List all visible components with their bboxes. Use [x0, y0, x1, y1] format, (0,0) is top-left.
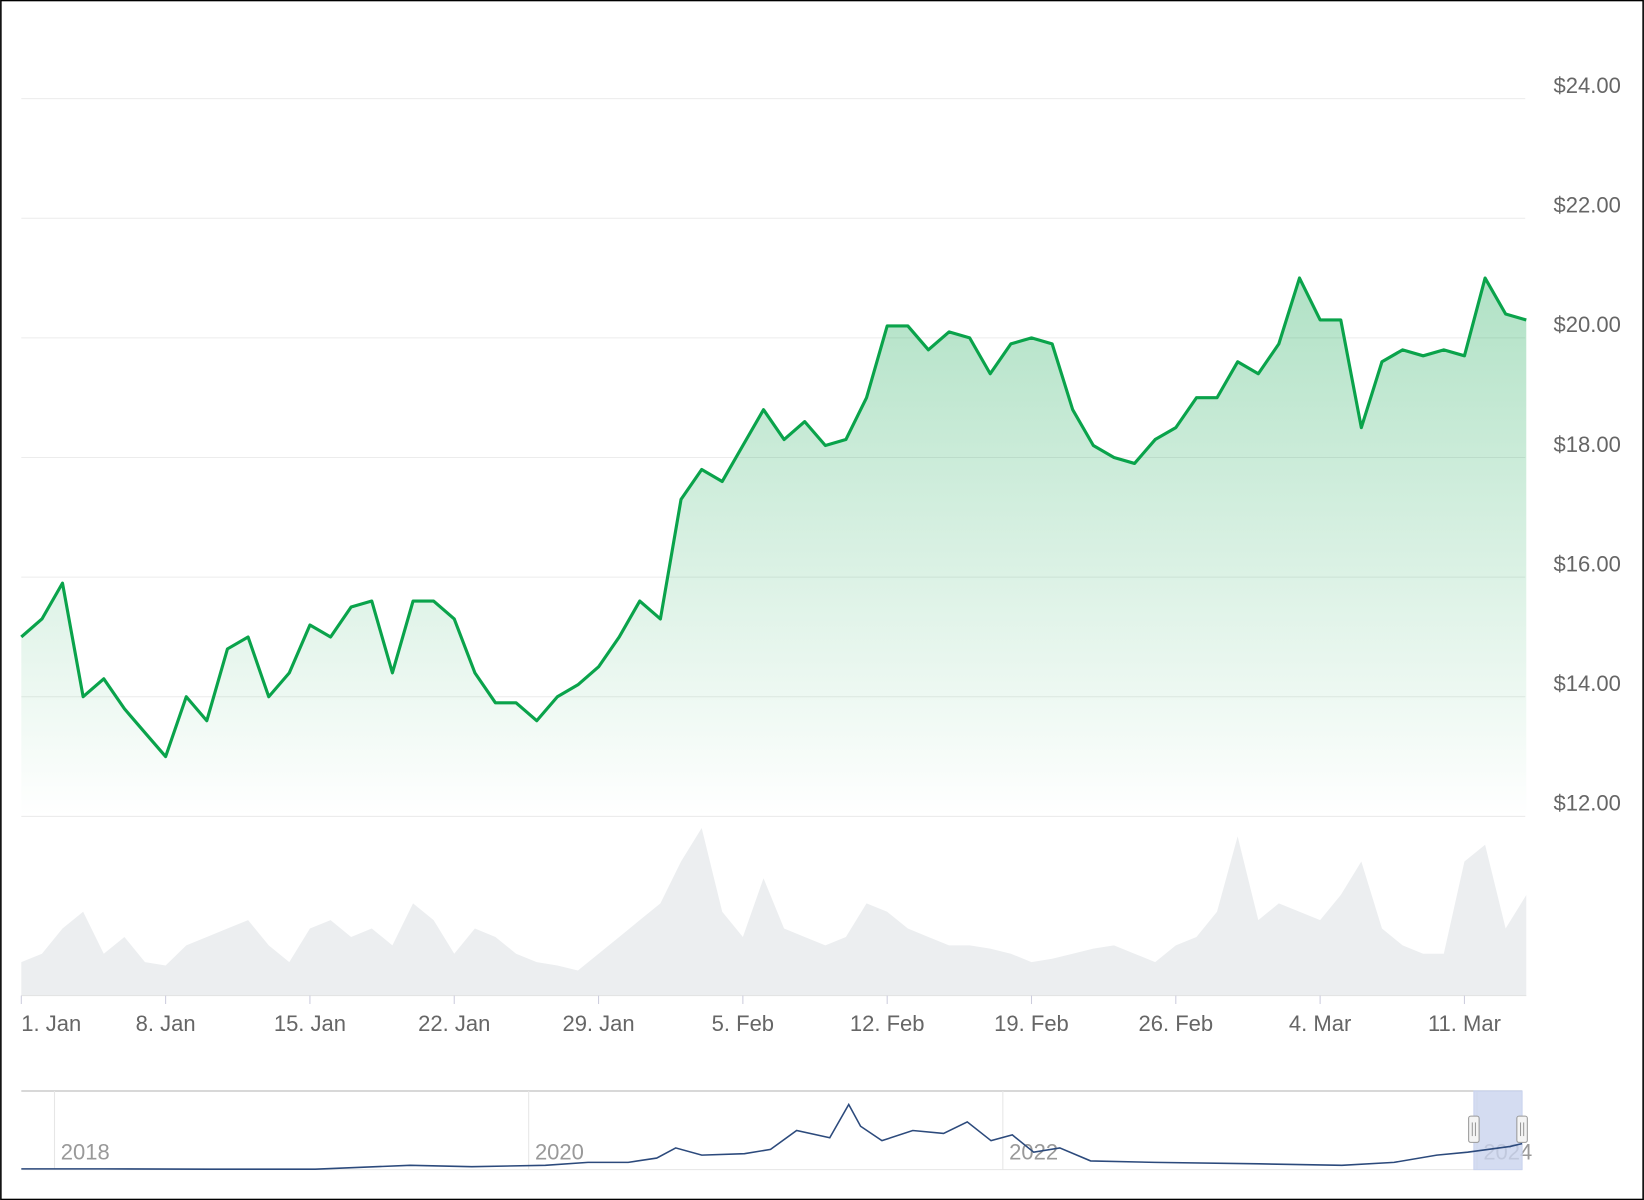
x-tick-label: 5. Feb: [712, 1011, 774, 1036]
y-tick-label: $12.00: [1554, 791, 1621, 816]
x-tick-label: 15. Jan: [274, 1011, 346, 1036]
navigator-tick-label: 2018: [61, 1140, 110, 1165]
y-tick-label: $16.00: [1554, 551, 1621, 576]
volume-area: [21, 827, 1527, 996]
x-tick-label: 11. Mar: [1428, 1011, 1501, 1036]
y-tick-label: $22.00: [1554, 193, 1621, 218]
y-tick-label: $20.00: [1554, 312, 1621, 337]
x-tick-label: 29. Jan: [562, 1011, 634, 1036]
navigator-tick-label: 2020: [535, 1140, 584, 1165]
navigator-line: [21, 1102, 1523, 1170]
x-tick-label: 26. Feb: [1139, 1011, 1214, 1036]
x-tick-label: 4. Mar: [1289, 1011, 1351, 1036]
x-tick-label: 19. Feb: [994, 1011, 1069, 1036]
price-area: [21, 278, 1527, 817]
y-tick-label: $14.00: [1554, 671, 1621, 696]
y-tick-label: $18.00: [1554, 432, 1621, 457]
navigator[interactable]: 2018202020222024: [21, 1090, 1532, 1171]
navigator-handle[interactable]: [1516, 1115, 1528, 1143]
y-tick-label: $24.00: [1554, 73, 1621, 98]
x-tick-label: 1. Jan: [21, 1011, 81, 1036]
price-line: [20, 276, 1527, 759]
x-tick-label: 8. Jan: [136, 1011, 196, 1036]
navigator-selection: [1473, 1090, 1523, 1171]
x-tick-label: 12. Feb: [850, 1011, 925, 1036]
x-tick-label: 22. Jan: [418, 1011, 490, 1036]
main-plot: $12.00 $14.00 $16.00 $18.00 $20.00 $22.00 $24.…: [20, 73, 1621, 1036]
navigator-handle[interactable]: [1468, 1115, 1480, 1143]
